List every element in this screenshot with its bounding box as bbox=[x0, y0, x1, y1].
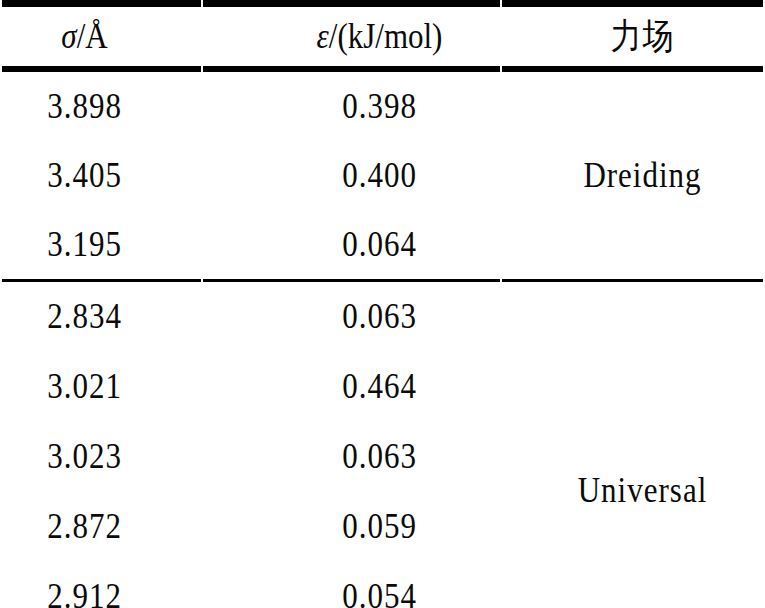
forcefield-group-cell-universal: Universal bbox=[502, 282, 763, 608]
sigma-value-cell: 2.834 bbox=[2, 282, 201, 352]
epsilon-value-cell: 0.400 bbox=[203, 141, 500, 210]
table-row: 2.834 0.063 Universal bbox=[2, 282, 763, 352]
sigma-value-cell: 2.872 bbox=[2, 492, 201, 562]
header-forcefield-label: 力场 bbox=[611, 12, 675, 60]
sigma-value-cell: 3.195 bbox=[2, 210, 201, 282]
epsilon-value-cell: 0.063 bbox=[203, 422, 500, 492]
sigma-value-cell: 3.898 bbox=[2, 72, 201, 141]
header-forcefield: 力场 bbox=[502, 0, 763, 72]
header-row: σ/Å ε/(kJ/mol) 力场 bbox=[2, 0, 763, 72]
sigma-value-cell: 3.021 bbox=[2, 352, 201, 422]
forcefield-group-cell-dreiding: Dreiding bbox=[502, 72, 763, 282]
table-row: 3.898 0.398 Dreiding bbox=[2, 72, 763, 141]
header-epsilon-label: ε/(kJ/mol) bbox=[317, 16, 443, 57]
epsilon-value-cell: 0.064 bbox=[203, 210, 500, 282]
paper-table-page: σ/Å ε/(kJ/mol) 力场 3.898 0.398 Dreiding 3… bbox=[0, 0, 765, 608]
epsilon-value-cell: 0.059 bbox=[203, 492, 500, 562]
epsilon-value-cell: 0.464 bbox=[203, 352, 500, 422]
epsilon-value-cell: 0.063 bbox=[203, 282, 500, 352]
sigma-value-cell: 3.023 bbox=[2, 422, 201, 492]
header-sigma: σ/Å bbox=[2, 0, 201, 72]
header-epsilon: ε/(kJ/mol) bbox=[203, 0, 500, 72]
sigma-value-cell: 3.405 bbox=[2, 141, 201, 210]
epsilon-value-cell: 0.054 bbox=[203, 562, 500, 608]
epsilon-value-cell: 0.398 bbox=[203, 72, 500, 141]
header-sigma-label: σ/Å bbox=[61, 16, 107, 57]
forcefield-parameters-table: σ/Å ε/(kJ/mol) 力场 3.898 0.398 Dreiding 3… bbox=[0, 0, 765, 608]
sigma-value-cell: 2.912 bbox=[2, 562, 201, 608]
